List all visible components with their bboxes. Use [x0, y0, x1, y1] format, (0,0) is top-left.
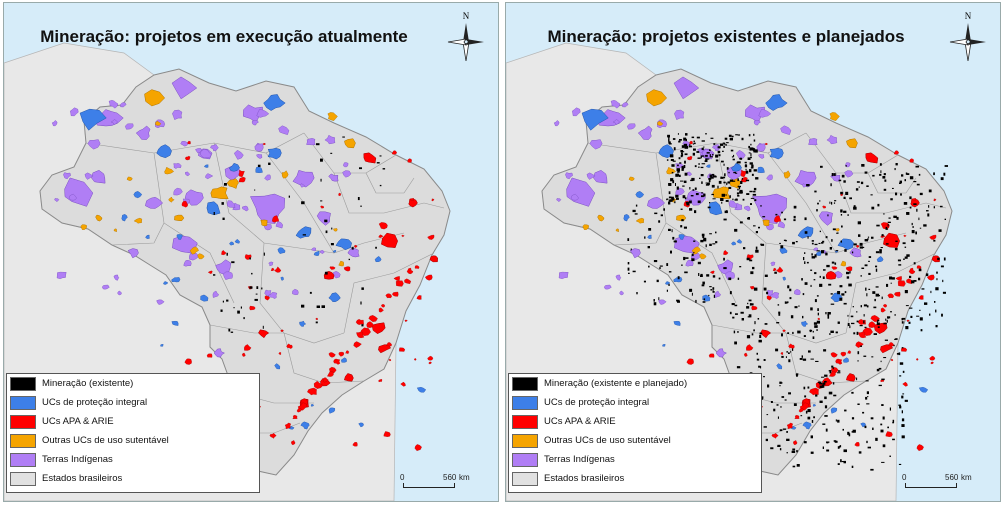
map-title: Mineração: projetos existentes e planeja… — [547, 27, 905, 46]
legend-swatch — [512, 471, 538, 486]
legend-swatch — [10, 471, 36, 486]
legend-label: UCs APA & ARIE — [544, 416, 616, 427]
legend-swatch — [512, 433, 538, 448]
legend-swatch — [512, 452, 538, 467]
scale-bar: 0 560 km — [901, 473, 991, 495]
ucs-protecao-integral-layer — [581, 94, 929, 430]
legend-item: UCs de proteção integral — [7, 393, 259, 412]
legend-swatch — [10, 433, 36, 448]
ucs-apa-arie-layer — [683, 140, 940, 466]
legend-swatch — [512, 414, 538, 429]
legend-item: Estados brasileiros — [509, 469, 761, 488]
north-label: N — [463, 11, 470, 21]
legend-label: Outras UCs de uso sutentável — [544, 435, 671, 446]
legend-label: Mineração (existente e planejado) — [544, 378, 688, 389]
scale-end: 560 — [443, 473, 457, 482]
north-label: N — [965, 11, 972, 21]
legend-item: Estados brasileiros — [7, 469, 259, 488]
scale-unit: km — [459, 473, 470, 482]
legend-item: UCs APA & ARIE — [509, 412, 761, 431]
legend-item: UCs APA & ARIE — [7, 412, 259, 431]
legend-item: Terras Indígenas — [7, 450, 259, 469]
legend-item: Mineração (existente) — [7, 374, 259, 393]
scale-end: 560 — [945, 473, 959, 482]
legend-label: Outras UCs de uso sutentável — [42, 435, 169, 446]
legend-item: Outras UCs de uso sutentável — [7, 431, 259, 450]
map-title: Mineração: projetos em execução atualmen… — [40, 27, 408, 46]
legend-label: Terras Indígenas — [544, 454, 615, 465]
legend-label: Terras Indígenas — [42, 454, 113, 465]
legend-label: UCs de proteção integral — [544, 397, 650, 408]
north-arrow-icon: N — [949, 11, 986, 62]
map-panel-existing: Mineração: projetos em execução atualmen… — [3, 2, 499, 502]
legend-item: Outras UCs de uso sutentável — [509, 431, 761, 450]
scale-start: 0 — [400, 473, 405, 482]
legend-label: Mineração (existente) — [42, 378, 134, 389]
legend-item: Mineração (existente e planejado) — [509, 374, 761, 393]
scale-start: 0 — [902, 473, 907, 482]
legend-label: UCs de proteção integral — [42, 397, 148, 408]
legend-swatch — [10, 452, 36, 467]
mineracao-layer — [627, 133, 948, 474]
north-arrow-icon: N — [447, 11, 484, 62]
legend-swatch — [512, 395, 538, 410]
legend-label: UCs APA & ARIE — [42, 416, 114, 427]
scale-unit: km — [961, 473, 972, 482]
legend-item: UCs de proteção integral — [509, 393, 761, 412]
map-panel-planned: Mineração: projetos existentes e planeja… — [505, 2, 1001, 502]
legend-label: Estados brasileiros — [42, 473, 123, 484]
terras-indigenas-layer — [553, 76, 862, 358]
legend-swatch — [10, 395, 36, 410]
legend-swatch — [10, 414, 36, 429]
legend-item: Terras Indígenas — [509, 450, 761, 469]
mineracao-layer — [213, 136, 386, 333]
legend-label: Estados brasileiros — [544, 473, 625, 484]
legend-swatch — [512, 376, 538, 391]
legend-swatch — [10, 376, 36, 391]
map-legend: Mineração (existente e planejado) UCs de … — [508, 373, 762, 493]
map-legend: Mineração (existente) UCs de proteção int… — [6, 373, 260, 493]
scale-bar: 0 560 km — [399, 473, 489, 495]
